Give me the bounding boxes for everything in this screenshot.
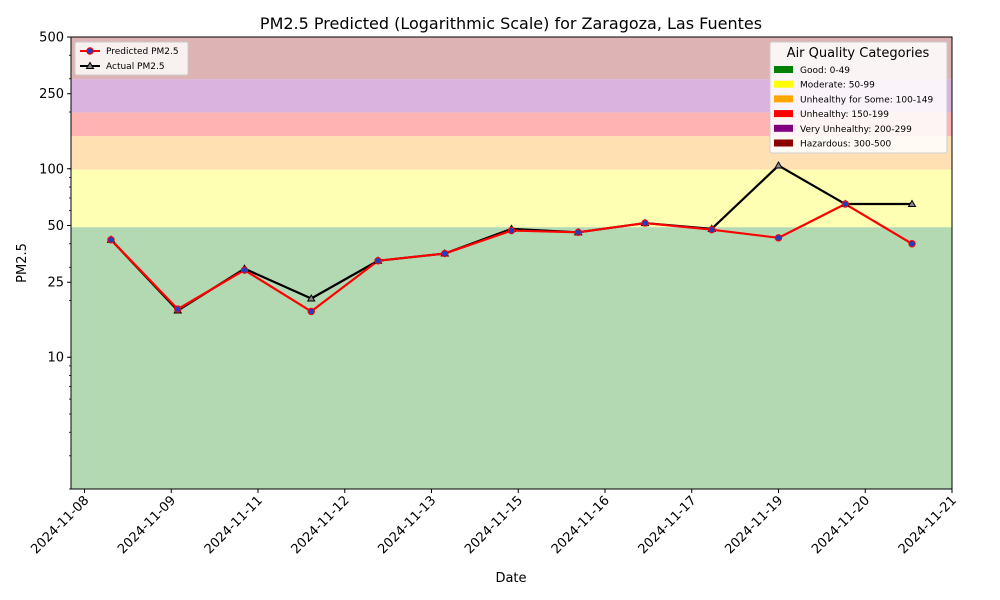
y-tick-label: 100	[39, 162, 64, 177]
y-tick-label: 250	[39, 87, 64, 102]
y-tick-label: 10	[47, 351, 64, 366]
predicted-point	[174, 305, 182, 313]
x-tick-label: 2024-11-19	[722, 493, 786, 557]
category-swatch	[774, 80, 793, 88]
category-swatch	[774, 95, 793, 103]
category-label: Unhealthy for Some: 100-149	[800, 95, 933, 105]
predicted-point	[641, 219, 649, 227]
predicted-point	[307, 307, 315, 316]
chart-title: PM2.5 Predicted (Logarithmic Scale) for …	[260, 14, 762, 33]
predicted-point	[708, 225, 716, 234]
category-label: Hazardous: 300-500	[800, 140, 891, 150]
series-markers	[106, 161, 917, 316]
plot-frame	[70, 36, 953, 490]
predicted-point	[841, 200, 849, 208]
category-swatch	[774, 124, 793, 132]
category-swatch	[774, 139, 793, 147]
legend-label-predicted: Predicted PM2.5	[106, 47, 179, 57]
y-axis-ticks: 10 25 50 100 250 500	[39, 31, 71, 490]
predicted-point	[507, 226, 516, 235]
x-tick-label: 2024-11-20	[809, 493, 873, 557]
predicted-point	[107, 236, 115, 244]
category-swatch	[774, 110, 793, 118]
x-tick-label: 2024-11-16	[549, 493, 613, 557]
aqi-band-0	[71, 227, 952, 489]
predicted-point	[240, 266, 249, 274]
legend-label-actual: Actual PM2.5	[106, 62, 165, 72]
actual-point	[907, 199, 917, 208]
x-tick-label: 2024-11-11	[202, 493, 266, 557]
x-tick-label: 2024-11-15	[462, 493, 526, 557]
y-axis-label: PM2.5	[15, 243, 30, 283]
predicted-point	[374, 257, 382, 265]
x-tick-label: 2024-11-17	[636, 493, 700, 557]
predicted-point	[774, 234, 783, 242]
predicted-point	[908, 240, 916, 248]
legend-marker-actual	[85, 61, 95, 69]
x-tick-label: 2024-11-08	[28, 493, 92, 557]
x-tick-label: 2024-11-09	[115, 493, 179, 557]
category-legend: Air Quality Categories Good: 0-49 Moderat…	[769, 41, 948, 154]
predicted-point	[574, 228, 582, 237]
category-swatch	[774, 66, 793, 73]
category-legend-title: Air Quality Categories	[787, 46, 930, 61]
aqi-band-3	[71, 112, 952, 137]
x-tick-label: 2024-11-21	[896, 493, 960, 557]
category-label: Unhealthy: 150-199	[800, 110, 889, 120]
x-axis-ticks: 2024-11-08 2024-11-09 2024-11-11 2024-11-12…	[28, 489, 960, 557]
aqi-band-1	[71, 169, 952, 228]
y-tick-label: 25	[47, 276, 64, 291]
series-legend: Predicted PM2.5 Actual PM2.5	[74, 41, 189, 76]
category-label: Good: 0-49	[800, 66, 850, 76]
predicted-point	[441, 249, 449, 258]
actual-point	[774, 161, 783, 169]
legend-marker-predicted	[86, 47, 94, 55]
x-tick-label: 2024-11-12	[289, 493, 353, 557]
x-tick-label: 2024-11-13	[375, 493, 439, 557]
category-label: Very Unhealthy: 200-299	[800, 125, 912, 135]
x-axis-label: Date	[495, 571, 526, 586]
category-label: Moderate: 50-99	[800, 81, 875, 91]
actual-point	[306, 293, 316, 302]
y-tick-label: 50	[47, 219, 64, 234]
y-tick-label: 500	[39, 31, 64, 46]
